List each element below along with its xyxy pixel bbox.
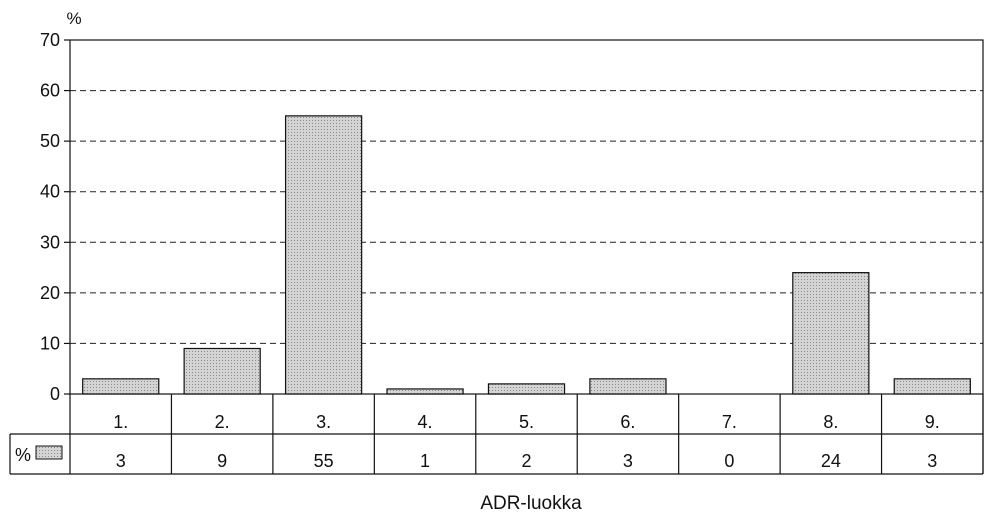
bar xyxy=(487,383,566,395)
table-value-cell: 9 xyxy=(217,451,227,471)
bar xyxy=(284,115,363,395)
category-label: 7. xyxy=(722,412,737,432)
x-axis-title: ADR-luokka xyxy=(480,493,582,514)
bar xyxy=(792,272,870,395)
table-value-cell: 3 xyxy=(927,451,937,471)
table-series-label: % xyxy=(15,445,31,465)
table-value-cell: 24 xyxy=(821,451,841,471)
category-label: 8. xyxy=(823,412,838,432)
y-tick-label: 20 xyxy=(40,283,60,303)
legend-swatch xyxy=(35,445,63,460)
category-label: 2. xyxy=(215,412,230,432)
table-value-cell: 1 xyxy=(420,451,430,471)
category-label: 5. xyxy=(519,412,534,432)
category-label: 4. xyxy=(418,412,433,432)
bar xyxy=(386,388,464,395)
table-value-cell: 3 xyxy=(623,451,633,471)
bar xyxy=(589,378,667,395)
table-value-cell: 3 xyxy=(116,451,126,471)
y-tick-label: 60 xyxy=(40,81,60,101)
y-tick-label: 70 xyxy=(40,30,60,50)
table-value-cell: 0 xyxy=(724,451,734,471)
bar xyxy=(183,347,261,395)
category-label: 1. xyxy=(113,412,128,432)
y-tick-label: 30 xyxy=(40,232,60,252)
y-tick-label: 50 xyxy=(40,131,60,151)
y-tick-label: 40 xyxy=(40,182,60,202)
bar xyxy=(893,378,971,395)
y-axis-unit-label: % xyxy=(66,9,81,28)
bar xyxy=(82,378,160,395)
category-label: 6. xyxy=(620,412,635,432)
table-value-cell: 2 xyxy=(521,451,531,471)
category-label: 9. xyxy=(925,412,940,432)
y-tick-label: 10 xyxy=(40,333,60,353)
category-label: 3. xyxy=(316,412,331,432)
y-tick-label: 0 xyxy=(50,384,60,404)
table-value-cell: 55 xyxy=(314,451,334,471)
